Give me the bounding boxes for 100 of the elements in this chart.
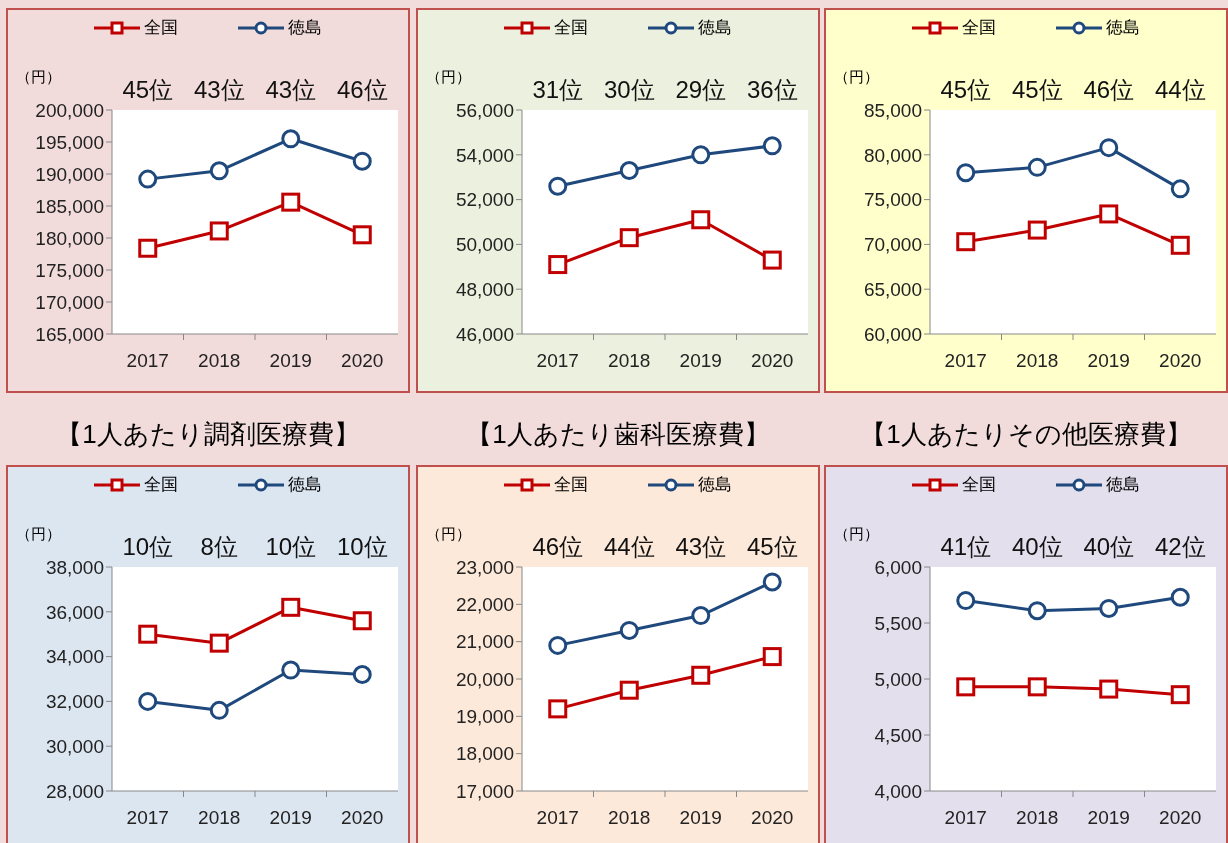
x-tick-label: 2018: [608, 350, 651, 372]
point: [209, 633, 229, 653]
x-tick-label: 2020: [1159, 350, 1202, 372]
x-tick-label: 2020: [1159, 807, 1202, 829]
y-tick-label: 52,000: [455, 189, 514, 211]
point: [1099, 598, 1119, 618]
x-tick-label: 2018: [1016, 350, 1059, 372]
y-tick-label: 85,000: [863, 99, 922, 121]
point: [209, 700, 229, 720]
y-tick-label: 50,000: [455, 234, 514, 256]
y-tick-label: 56,000: [455, 99, 514, 121]
legend-label: 全国: [554, 17, 588, 39]
point: [691, 145, 711, 165]
text: 43位: [265, 76, 317, 103]
point: [548, 635, 568, 655]
y-tick-label: 54,000: [455, 144, 514, 166]
point: [209, 161, 229, 181]
point: [691, 665, 711, 685]
x-tick-label: 2019: [269, 807, 312, 829]
point: [619, 160, 639, 180]
point: [956, 163, 976, 183]
text: 46位: [532, 533, 584, 560]
point: [352, 611, 372, 631]
text: 45位: [122, 76, 174, 103]
legend-label: 全国: [554, 474, 588, 496]
y-tick-label: 38,000: [45, 556, 104, 578]
point: [619, 228, 639, 248]
point: [138, 624, 158, 644]
point: [209, 221, 229, 241]
x-tick-label: 2018: [1016, 807, 1059, 829]
text: 10位: [336, 533, 388, 560]
y-tick-label: 200,000: [35, 99, 104, 121]
x-tick-label: 2018: [608, 807, 651, 829]
text: 43位: [675, 533, 727, 560]
y-tick-label: 4,500: [874, 724, 922, 746]
point: [691, 606, 711, 626]
y-tick-label: 65,000: [863, 278, 922, 300]
text: 8位: [200, 533, 238, 560]
y-tick-label: 180,000: [35, 227, 104, 249]
point: [691, 210, 711, 230]
text: 45位: [1011, 76, 1063, 103]
y-tick-label: 23,000: [455, 556, 514, 578]
legend-label: 全国: [962, 17, 996, 39]
y-tick-label: 6,000: [874, 556, 922, 578]
point: [138, 238, 158, 258]
y-tick-label: 4,000: [874, 780, 922, 802]
x-tick-label: 2017: [536, 350, 579, 372]
point: [352, 151, 372, 171]
y-axis-title: （円）: [426, 525, 471, 544]
text: 44位: [1154, 76, 1206, 103]
y-tick-label: 34,000: [45, 646, 104, 668]
point: [762, 572, 782, 592]
y-tick-label: 190,000: [35, 163, 104, 185]
point: [548, 699, 568, 719]
x-tick-label: 2019: [1087, 807, 1130, 829]
point: [1170, 235, 1190, 255]
legend-label: 全国: [144, 474, 178, 496]
text: 43位: [193, 76, 245, 103]
point: [762, 136, 782, 156]
y-tick-label: 36,000: [45, 601, 104, 623]
legend-label: 徳島: [1106, 17, 1140, 39]
legend-label: 徳島: [288, 17, 322, 39]
y-tick-label: 170,000: [35, 291, 104, 313]
y-axis-title: （円）: [16, 525, 61, 544]
x-tick-label: 2017: [536, 807, 579, 829]
point: [762, 250, 782, 270]
y-tick-label: 5,500: [874, 612, 922, 634]
y-axis-title: （円）: [834, 68, 879, 87]
legend-label: 全国: [962, 474, 996, 496]
point: [352, 665, 372, 685]
point: [1027, 601, 1047, 621]
y-tick-label: 46,000: [455, 323, 514, 345]
legend-label: 徳島: [698, 474, 732, 496]
point: [956, 677, 976, 697]
legend-label: 徳島: [1106, 474, 1140, 496]
text: 36位: [746, 76, 798, 103]
y-tick-label: 18,000: [455, 743, 514, 765]
point: [762, 647, 782, 667]
text: 41位: [940, 533, 992, 560]
point: [956, 591, 976, 611]
y-tick-label: 80,000: [863, 144, 922, 166]
y-tick-label: 48,000: [455, 278, 514, 300]
y-tick-label: 5,000: [874, 668, 922, 690]
y-axis-title: （円）: [834, 525, 879, 544]
x-tick-label: 2017: [944, 350, 987, 372]
point: [138, 691, 158, 711]
x-tick-label: 2017: [944, 807, 987, 829]
point: [281, 192, 301, 212]
y-axis-title: （円）: [426, 68, 471, 87]
point: [548, 176, 568, 196]
x-tick-label: 2019: [1087, 350, 1130, 372]
text: 40位: [1011, 533, 1063, 560]
y-tick-label: 32,000: [45, 691, 104, 713]
y-tick-label: 70,000: [863, 234, 922, 256]
x-tick-label: 2019: [679, 350, 722, 372]
point: [619, 620, 639, 640]
y-tick-label: 28,000: [45, 780, 104, 802]
y-tick-label: 19,000: [455, 706, 514, 728]
text: 46位: [1083, 76, 1135, 103]
chart-title: 【1人あたり調剤医療費】: [55, 418, 361, 451]
